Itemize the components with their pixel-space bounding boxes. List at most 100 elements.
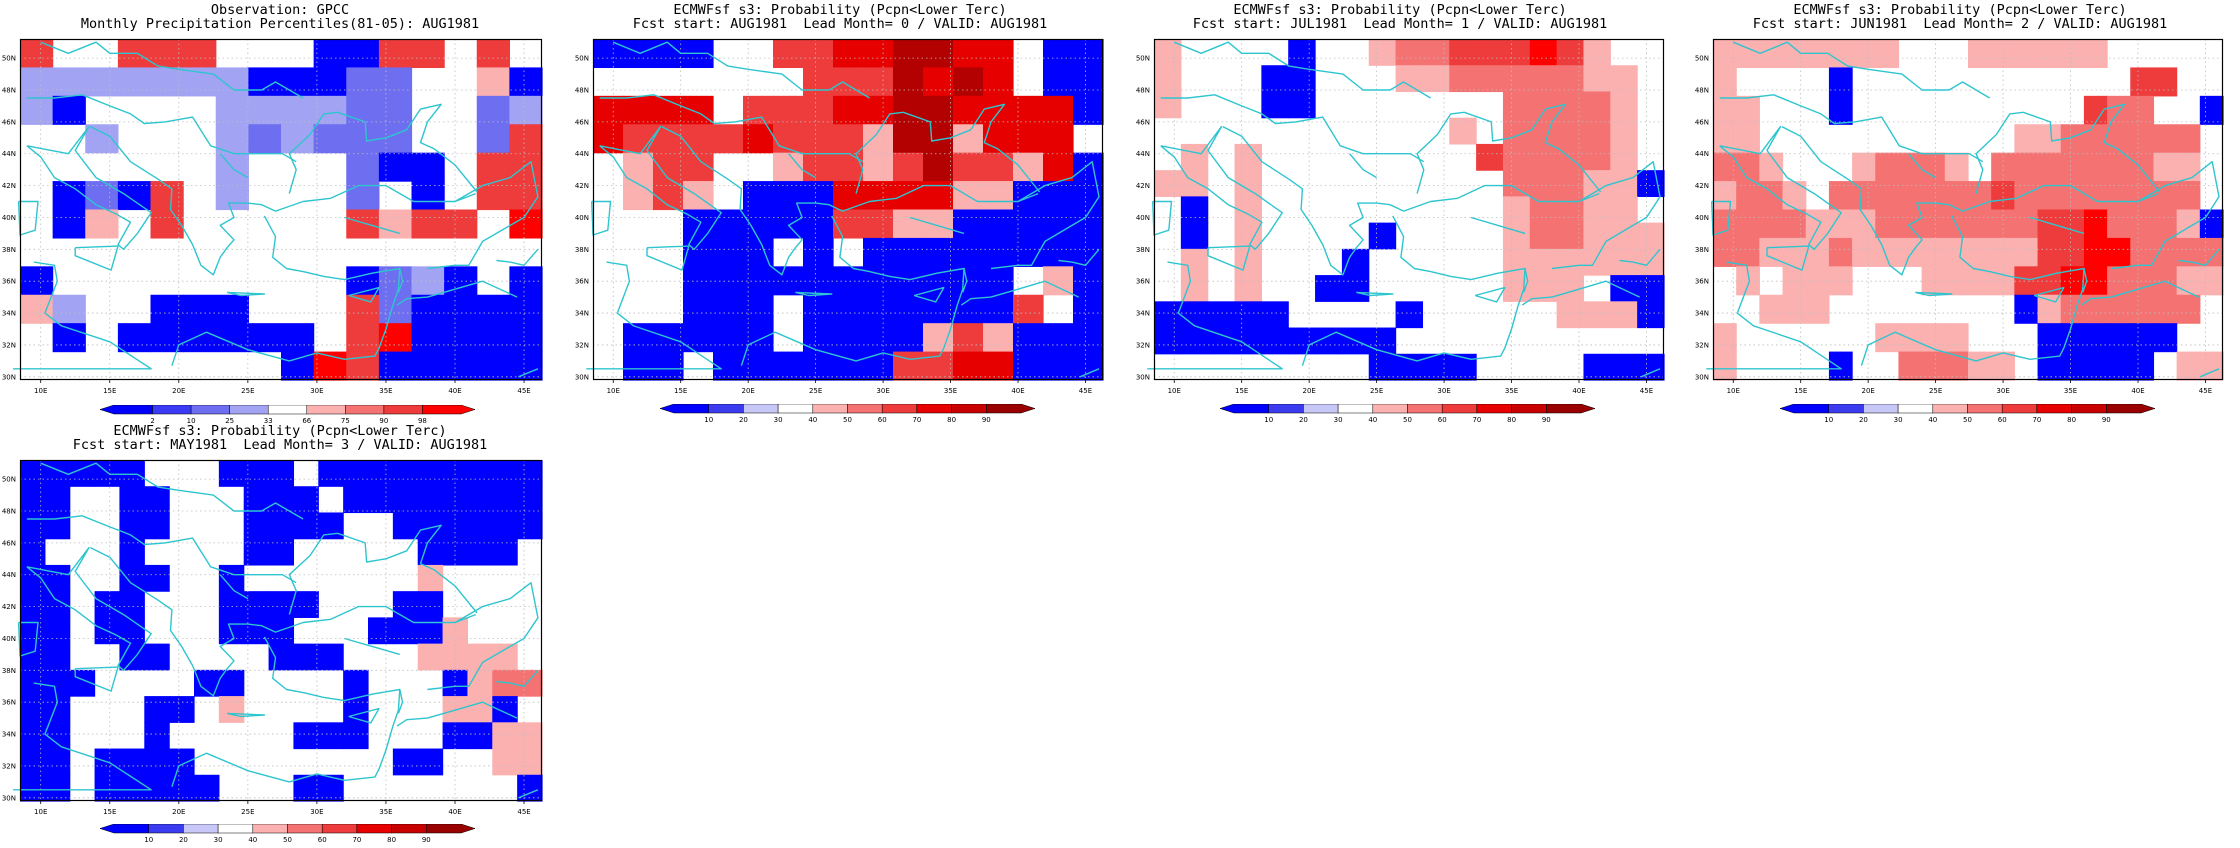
lat-tick-label: 48N [575,86,589,94]
colorbar: 10 20 30 40 50 60 70 80 90 [99,823,476,844]
grid-cell [2107,294,2131,324]
colorbar-swatch [422,404,476,415]
grid-cell [2176,152,2201,182]
coastline [496,669,539,687]
grid-cell [1875,323,1900,353]
grid-cell [44,748,71,776]
map-svg: 10E 15E 20E 25E 30E 35E 40E 45E 50N 48N 46N 44N 42N 4… [1136,38,1665,395]
grid-cell [1180,301,1209,329]
grid-cell [313,39,347,69]
lon-tick-label: 10E [34,808,47,816]
grid-cell [2037,209,2062,239]
grid-cell [1968,351,1992,381]
grid-cell [2083,351,2108,381]
grid-cell [1944,351,1969,381]
coastline [1766,245,1810,271]
grid-cell [150,294,184,324]
grid-cell [20,643,46,671]
grid-cell [517,669,543,697]
grid-cell [1315,327,1343,355]
grid-cell [492,643,518,671]
panel-title-line2: Fcst start: JUL1981 Lead Month= 1 / VALI… [1192,16,1608,32]
coastline [1222,125,1600,276]
grid-cell [343,486,369,514]
coastline [909,216,965,235]
grid-cell [144,748,170,776]
grid-cell [119,617,145,645]
grid-cell [119,643,145,671]
colorbar-svg: 10 20 30 40 50 60 70 80 90 [1219,403,1596,424]
colorbar-swatch [986,403,1036,414]
grid-cell [2107,181,2131,211]
grid-cell [863,67,894,97]
grid-cell [94,774,121,802]
grid-cell [1234,275,1262,302]
grid-cell [346,209,380,239]
grid-cell [1736,181,1760,211]
coastline [2199,368,2220,378]
grid-cell [1782,209,1807,239]
grid-cell [467,460,493,487]
grid-cell [378,351,413,381]
grid-cell [2130,237,2155,267]
grid-cell [683,323,714,353]
map-plot: 10E 15E 20E 25E 30E 35E 40E 45E 50N 48N 46N 44N 42N 4… [2,38,543,395]
coastline [344,637,400,656]
coastline [599,94,864,163]
grid-cell [1898,351,1923,381]
grid-cell [378,323,413,353]
grid-cell [1502,196,1531,224]
grid-cell [1610,196,1638,224]
grid-cell [44,617,71,645]
grid-cell [593,95,624,125]
coastline [591,200,612,236]
colorbar-swatch [306,404,346,415]
colorbar-svg: 10 20 30 40 50 60 70 80 90 [659,403,1036,424]
lat-tick-label: 36N [2,278,16,286]
colorbar-label: 80 [1507,416,1516,424]
grid-cell [1341,275,1370,302]
grid-cell [2083,95,2108,125]
coastline [960,280,1079,306]
grid-cell [2107,351,2131,381]
colorbar-swatch [2106,403,2156,414]
grid-cell [1921,323,1946,353]
map-plot: 10E 15E 20E 25E 30E 35E 40E 45E 50N 48N 46N 44N 42N 4… [2,459,543,816]
lat-tick-label: 32N [2,341,16,349]
grid-cell [417,643,444,671]
colorbar: 10 20 30 40 50 60 70 80 90 [1779,403,2156,424]
coastline [612,41,870,99]
coastline [344,216,400,235]
lon-tick-label: 25E [241,387,254,395]
lon-tick-label: 20E [1861,387,1874,395]
grid-cell [215,95,249,125]
lat-tick-label: 36N [2,699,16,707]
grid-cell [1944,181,1969,211]
lat-tick-label: 42N [575,182,589,190]
grid-cell [1736,39,1760,69]
coastline [1152,200,1173,236]
grid-cell [378,152,413,182]
map-plot: 10E 15E 20E 25E 30E 35E 40E 45E 50N 48N 46N 44N 42N 4… [575,38,1104,395]
grid-cell [1782,237,1807,267]
grid-cell [467,669,493,697]
coastline [1719,125,1842,250]
grid-cell [2083,39,2108,69]
panel-title-line1: ECMWFsf s3: Probability (Pcpn<Lower Terc… [113,423,447,439]
lat-tick-label: 40N [2,635,16,643]
grid-cell [1713,124,1737,154]
grid-cell [517,460,543,487]
lon-tick-label: 35E [379,808,392,816]
colorbar-swatch [708,403,744,414]
coastline [288,524,478,615]
grid-cell [893,124,924,154]
grid-cell [392,512,419,540]
grid-cell [2083,294,2108,324]
grid-cell [248,95,282,125]
grid-cell [1875,237,1900,267]
grid-cell [2037,152,2062,182]
lon-tick-label: 25E [809,387,822,395]
coastline [661,125,1039,276]
grid-cell [1043,152,1074,182]
colorbar-label: 30 [1334,416,1343,424]
